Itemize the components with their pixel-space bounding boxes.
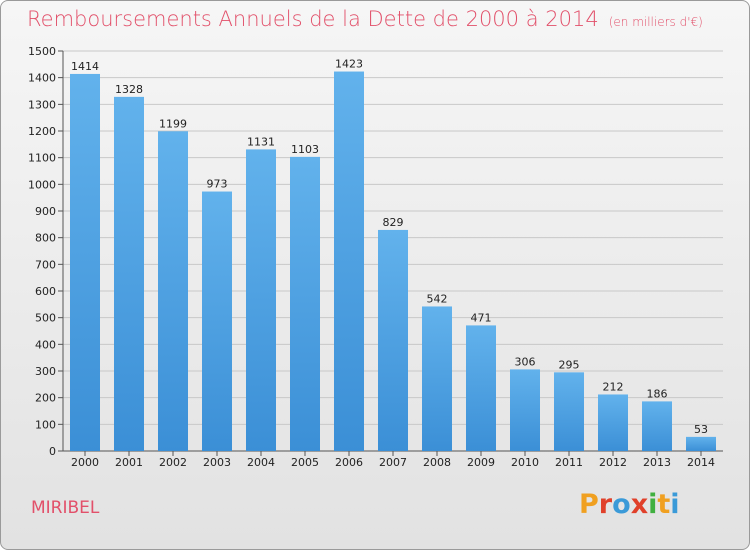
bar-2004 [246, 149, 276, 451]
y-tick-label: 1000 [28, 178, 56, 191]
logo-letter: i [648, 489, 658, 520]
bar-2006 [334, 71, 364, 452]
y-tick-label: 500 [35, 312, 56, 325]
logo-letter: t [657, 489, 671, 520]
data-label-2002: 1199 [159, 117, 187, 130]
x-tick-label: 2006 [335, 456, 363, 469]
logo-letter: x [630, 489, 649, 520]
y-tick-label: 300 [35, 365, 56, 378]
x-tick-label: 2005 [291, 456, 319, 469]
data-label-2010: 306 [515, 355, 536, 368]
proxiti-logo: Proxiti [579, 489, 680, 520]
logo-letter: i [670, 489, 680, 520]
bar-2012 [598, 394, 628, 451]
x-tick-label: 2000 [71, 456, 99, 469]
y-tick-label: 1200 [28, 125, 56, 138]
data-label-2003: 973 [207, 178, 228, 191]
data-label-2001: 1328 [115, 83, 143, 96]
y-tick-label: 100 [35, 418, 56, 431]
data-label-2005: 1103 [291, 143, 319, 156]
bar-2011 [554, 372, 584, 451]
data-label-2006: 1423 [335, 58, 363, 71]
bar-2005 [290, 156, 320, 451]
x-tick-label: 2001 [115, 456, 143, 469]
x-tick-label: 2009 [467, 456, 495, 469]
data-label-2011: 295 [559, 358, 580, 371]
data-label-2000: 1414 [71, 60, 99, 73]
bar-2007 [378, 229, 408, 451]
y-tick-label: 400 [35, 338, 56, 351]
data-label-2014: 53 [694, 423, 708, 436]
x-tick-label: 2011 [555, 456, 583, 469]
data-label-2012: 212 [603, 380, 624, 393]
bar-2003 [202, 191, 232, 452]
x-tick-label: 2010 [511, 456, 539, 469]
x-tick-label: 2012 [599, 456, 627, 469]
x-tick-label: 2007 [379, 456, 407, 469]
y-tick-label: 1400 [28, 72, 56, 85]
y-tick-label: 800 [35, 232, 56, 245]
y-tick-label: 700 [35, 258, 56, 271]
chart-title-text: Remboursements Annuels de la Dette de 20… [27, 7, 599, 31]
chart-title: Remboursements Annuels de la Dette de 20… [27, 7, 703, 31]
x-tick-label: 2002 [159, 456, 187, 469]
commune-name: MIRIBEL [31, 498, 100, 518]
y-tick-label: 600 [35, 285, 56, 298]
x-tick-label: 2013 [643, 456, 671, 469]
data-labels: 1414 1328 1199 973 1131 1103 1423 829 542 471 306 2… [71, 58, 708, 436]
bar-2010 [510, 369, 540, 451]
chart-unit: (en milliers d'€) [608, 15, 703, 29]
data-label-2013: 186 [647, 387, 668, 400]
bar-2002 [158, 131, 188, 451]
y-tick-label: 1100 [28, 152, 56, 165]
y-tick-label: 1300 [28, 98, 56, 111]
bar-2008 [422, 306, 452, 451]
x-tick-label: 2014 [687, 456, 715, 469]
y-tick-label: 900 [35, 205, 56, 218]
logo-letter: o [612, 489, 631, 520]
x-tick-label: 2003 [203, 456, 231, 469]
data-label-2009: 471 [471, 311, 492, 324]
bar-2013 [642, 401, 672, 451]
logo-letter: r [598, 489, 613, 520]
bar-2000 [70, 73, 100, 451]
y-tick-label: 1500 [28, 45, 56, 58]
bars [70, 71, 716, 452]
data-label-2008: 542 [427, 292, 448, 305]
data-label-2007: 829 [383, 216, 404, 229]
x-tick-label: 2004 [247, 456, 275, 469]
y-tick-label: 200 [35, 392, 56, 405]
bar-2009 [466, 325, 496, 451]
logo-letter: P [579, 489, 599, 520]
bar-2014 [686, 436, 716, 451]
axes: 0 100 200 300 400 500 600 700 800 900 1000 1100 1200… [28, 45, 723, 469]
data-label-2004: 1131 [247, 135, 275, 148]
x-tick-label: 2008 [423, 456, 451, 469]
y-tick-label: 0 [49, 445, 56, 458]
bar-2001 [114, 96, 144, 451]
